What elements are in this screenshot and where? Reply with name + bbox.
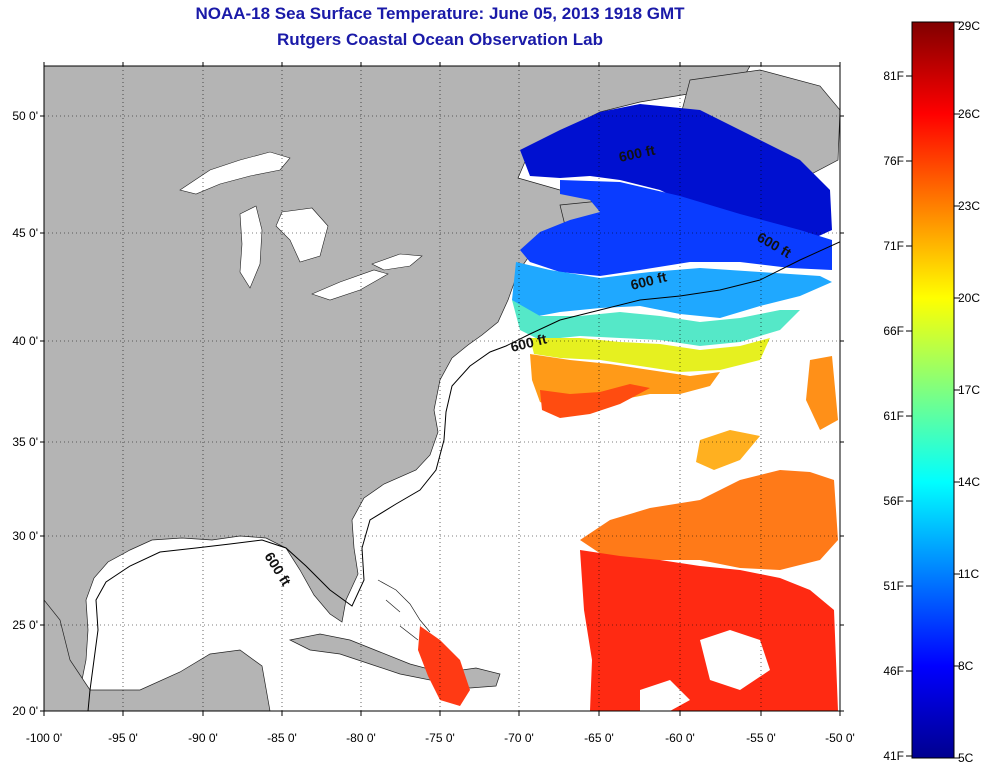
- colorbar-label-f: 46F: [883, 664, 904, 678]
- lake-huron: [275, 207, 329, 263]
- colorbar-label-f: 76F: [883, 154, 904, 168]
- colorbar-label-c: 8C: [958, 659, 974, 673]
- colorbar-scale: [911, 21, 955, 759]
- colorbar-label-f: 61F: [883, 409, 904, 423]
- colorbar: 29C 26C 23C 20C 17C 14C 11C 8C 5C 81F 76F 71F 66F 61F…: [883, 19, 980, 765]
- colorbar-label-c: 26C: [958, 107, 980, 121]
- colorbar-label-f: 56F: [883, 494, 904, 508]
- lat-label: 35 0': [12, 435, 38, 449]
- colorbar-label-f: 41F: [883, 749, 904, 763]
- lat-label: 25 0': [12, 618, 38, 632]
- lat-label: 30 0': [12, 529, 38, 543]
- lat-label: 50 0': [12, 109, 38, 123]
- colorbar-label-c: 14C: [958, 475, 980, 489]
- colorbar-labels: 29C 26C 23C 20C 17C 14C 11C 8C 5C 81F 76F 71F 66F 61F…: [883, 19, 980, 765]
- map-title: NOAA-18 Sea Surface Temperature: June 05…: [195, 4, 685, 23]
- map-grid: [44, 66, 840, 711]
- colorbar-label-f: 66F: [883, 324, 904, 338]
- lon-label: -80 0': [346, 731, 376, 745]
- lake-ontario: [371, 253, 423, 271]
- colorbar-label-f: 71F: [883, 239, 904, 253]
- colorbar-label-f: 81F: [883, 69, 904, 83]
- lon-label: -85 0': [267, 731, 297, 745]
- contour-label-1: 600 ft: [617, 142, 656, 165]
- map-area: 600 ft 600 ft 600 ft 600 ft 600 ft: [44, 66, 840, 711]
- lake-michigan: [239, 205, 263, 289]
- lon-label: -75 0': [425, 731, 455, 745]
- lake-erie: [311, 269, 389, 301]
- lon-label: -60 0': [665, 731, 695, 745]
- contour-600ft: [87, 241, 840, 711]
- sst-south-patch: [418, 356, 838, 711]
- lat-label: 20 0': [12, 704, 38, 718]
- yucatan-land: [44, 599, 271, 711]
- lon-label: -95 0': [108, 731, 138, 745]
- lon-label: -100 0': [26, 731, 62, 745]
- lon-label: -55 0': [746, 731, 776, 745]
- colorbar-label-c: 5C: [958, 751, 974, 765]
- lon-label: -50 0': [825, 731, 855, 745]
- lon-label: -70 0': [504, 731, 534, 745]
- colorbar-label-c: 17C: [958, 383, 980, 397]
- colorbar-label-c: 29C: [958, 19, 980, 33]
- colorbar-label-c: 23C: [958, 199, 980, 213]
- lat-label: 45 0': [12, 226, 38, 240]
- lake-superior: [179, 151, 291, 195]
- colorbar-label-c: 20C: [958, 291, 980, 305]
- latitude-axis: 50 0' 45 0' 40 0' 35 0' 30 0' 25 0' 20 0': [12, 109, 844, 718]
- sst-north-band: [512, 104, 832, 418]
- lon-label: -90 0': [188, 731, 218, 745]
- map-subtitle: Rutgers Coastal Ocean Observation Lab: [277, 30, 603, 49]
- map-frame: [43, 65, 841, 712]
- bahamas-land: [377, 579, 431, 641]
- colorbar-label-f: 51F: [883, 579, 904, 593]
- colorbar-label-c: 11C: [958, 567, 979, 581]
- lat-label: 40 0': [12, 334, 38, 348]
- lon-label: -65 0': [584, 731, 614, 745]
- longitude-axis: -100 0' -95 0' -90 0' -85 0' -80 0' -75 0' -70…: [26, 62, 855, 745]
